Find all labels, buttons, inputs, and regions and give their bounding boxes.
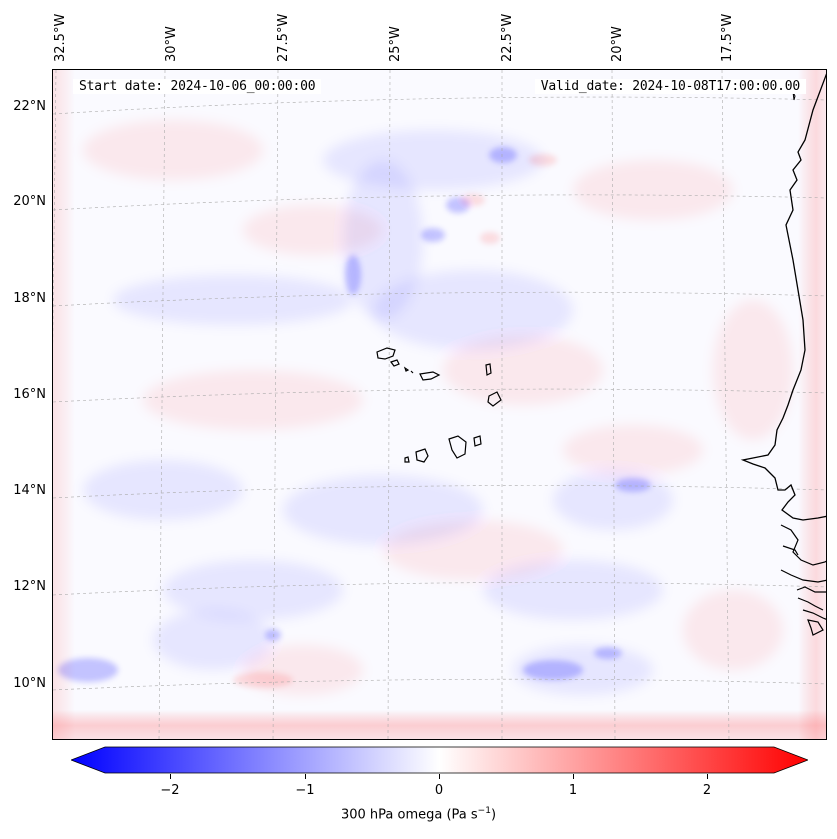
start-date-label: Start date: 2024-10-06_00:00:00 [73,79,322,94]
edge-band-left [53,70,75,739]
graticule [53,70,826,739]
lat-label-18n: 18°N [13,291,46,306]
lat-label-20n: 20°N [13,194,46,209]
lat-label-16n: 16°N [13,387,46,402]
colorbar-tickmark-neg2 [170,774,171,779]
colorbar-label: 300 hPa omega (Pa s−1) [0,806,837,822]
lon-label-17-5w: 17.5°W [720,13,735,62]
valid-date-label: Valid_date: 2024-10-08T17:00:00.00 [534,79,806,94]
omega-field-features [83,120,793,695]
edge-band-right [798,70,826,739]
edge-band-bottom [53,710,826,739]
colorbar-label-exponent: −1 [477,806,491,816]
colorbar-label-text: 300 hPa omega (Pa s [340,807,478,823]
lon-label-25w: 25°W [388,26,403,62]
lat-label-22n: 22°N [13,99,46,114]
colorbar-tickmark-neg1 [305,774,306,779]
colorbar-tickmark-0 [439,774,440,779]
colorbar-tick-neg1: −1 [295,783,315,798]
lon-label-30w: 30°W [164,26,179,62]
lon-label-20w: 20°W [610,26,625,62]
lon-label-22-5w: 22.5°W [500,13,515,62]
coastline-detail [792,91,796,101]
lon-label-32-5w: 32.5°W [53,13,68,62]
map-panel: Start date: 2024-10-06_00:00:00 Valid_da… [52,69,827,740]
omega-field-cores [58,147,651,688]
colorbar-tick-neg2: −2 [160,783,180,798]
colorbar-tickmark-2 [707,774,708,779]
colorbar-tick-2: 2 [702,783,712,798]
colorbar-tickmark-1 [573,774,574,779]
colorbar [69,746,810,774]
lon-label-27-5w: 27.5°W [276,13,291,62]
omega-field-map [53,70,826,739]
lat-label-14n: 14°N [13,483,46,498]
lat-label-12n: 12°N [13,579,46,594]
africa-coastline [740,73,826,521]
cape-verde-islands [376,347,502,463]
colorbar-ramp [69,746,810,774]
colorbar-tick-0: 0 [434,783,444,798]
lat-label-10n: 10°N [13,676,46,691]
guinea-bissau-coastline [780,524,826,636]
colorbar-tick-1: 1 [568,783,578,798]
colorbar-label-close: ) [490,807,497,823]
